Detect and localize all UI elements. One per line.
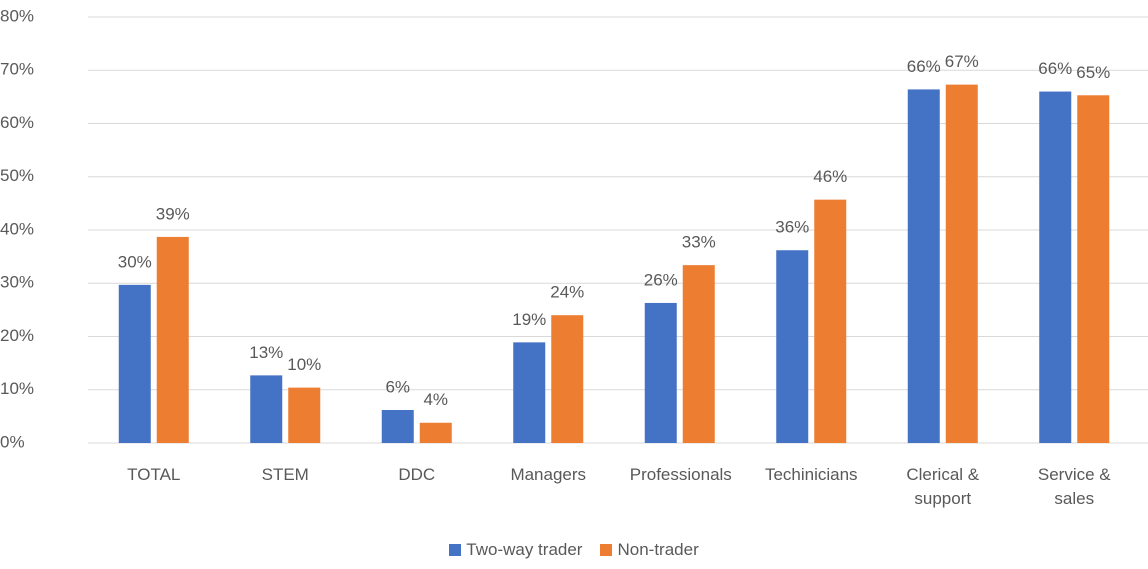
y-tick-label: 40% [0, 219, 34, 238]
y-tick-label: 50% [0, 166, 34, 185]
data-label: 24% [550, 283, 584, 302]
data-label: 19% [512, 310, 546, 329]
y-tick-label: 30% [0, 273, 34, 292]
bar [907, 89, 940, 444]
x-tick-label: Clerical & support [906, 465, 980, 508]
bar [1077, 95, 1110, 443]
bar [945, 84, 978, 443]
data-label: 10% [287, 355, 321, 374]
bar [551, 315, 584, 443]
legend-label: Non-trader [617, 540, 699, 559]
y-tick-label: 60% [0, 113, 34, 132]
data-label: 4% [423, 390, 448, 409]
bar [513, 342, 546, 443]
legend-label: Two-way trader [466, 540, 583, 559]
bar [156, 236, 189, 443]
data-label: 13% [249, 343, 283, 362]
data-label: 39% [156, 204, 190, 223]
data-label: 6% [385, 377, 410, 396]
data-label: 65% [1076, 63, 1110, 82]
x-tick-label: TOTAL [127, 465, 181, 484]
y-tick-label: 70% [0, 60, 34, 79]
x-tick-label: DDC [398, 465, 436, 484]
x-tick-label: STEM [261, 465, 309, 484]
bar [118, 284, 151, 443]
y-tick-label: 80% [0, 6, 34, 25]
x-tick-label: Managers [510, 465, 587, 484]
legend-swatch [600, 544, 613, 556]
data-label: 46% [813, 167, 847, 186]
bar [288, 387, 321, 443]
x-tick-label: Service & sales [1037, 465, 1111, 508]
y-tick-label: 20% [0, 326, 34, 345]
bar [419, 422, 452, 443]
data-label: 26% [644, 270, 678, 289]
data-label: 66% [1038, 59, 1072, 78]
legend-item: Non-trader [600, 540, 699, 560]
bar [250, 375, 283, 443]
bar [644, 302, 677, 443]
y-tick-label: 10% [0, 379, 34, 398]
data-label: 30% [118, 252, 152, 271]
legend: Two-way trader Non-trader [0, 540, 1148, 560]
x-tick-label: Techinicians [764, 465, 858, 484]
bar [381, 409, 414, 443]
data-label: 36% [775, 218, 809, 237]
data-label: 33% [682, 233, 716, 252]
legend-swatch [449, 544, 462, 556]
legend-item: Two-way trader [449, 540, 582, 560]
data-label: 66% [907, 57, 941, 76]
bar [814, 199, 847, 443]
data-label: 67% [945, 52, 979, 71]
bar [682, 265, 715, 443]
bar [1039, 91, 1072, 444]
bar [776, 250, 809, 443]
x-tick-label: Professionals [629, 465, 732, 484]
y-tick-label: 0% [0, 432, 25, 451]
